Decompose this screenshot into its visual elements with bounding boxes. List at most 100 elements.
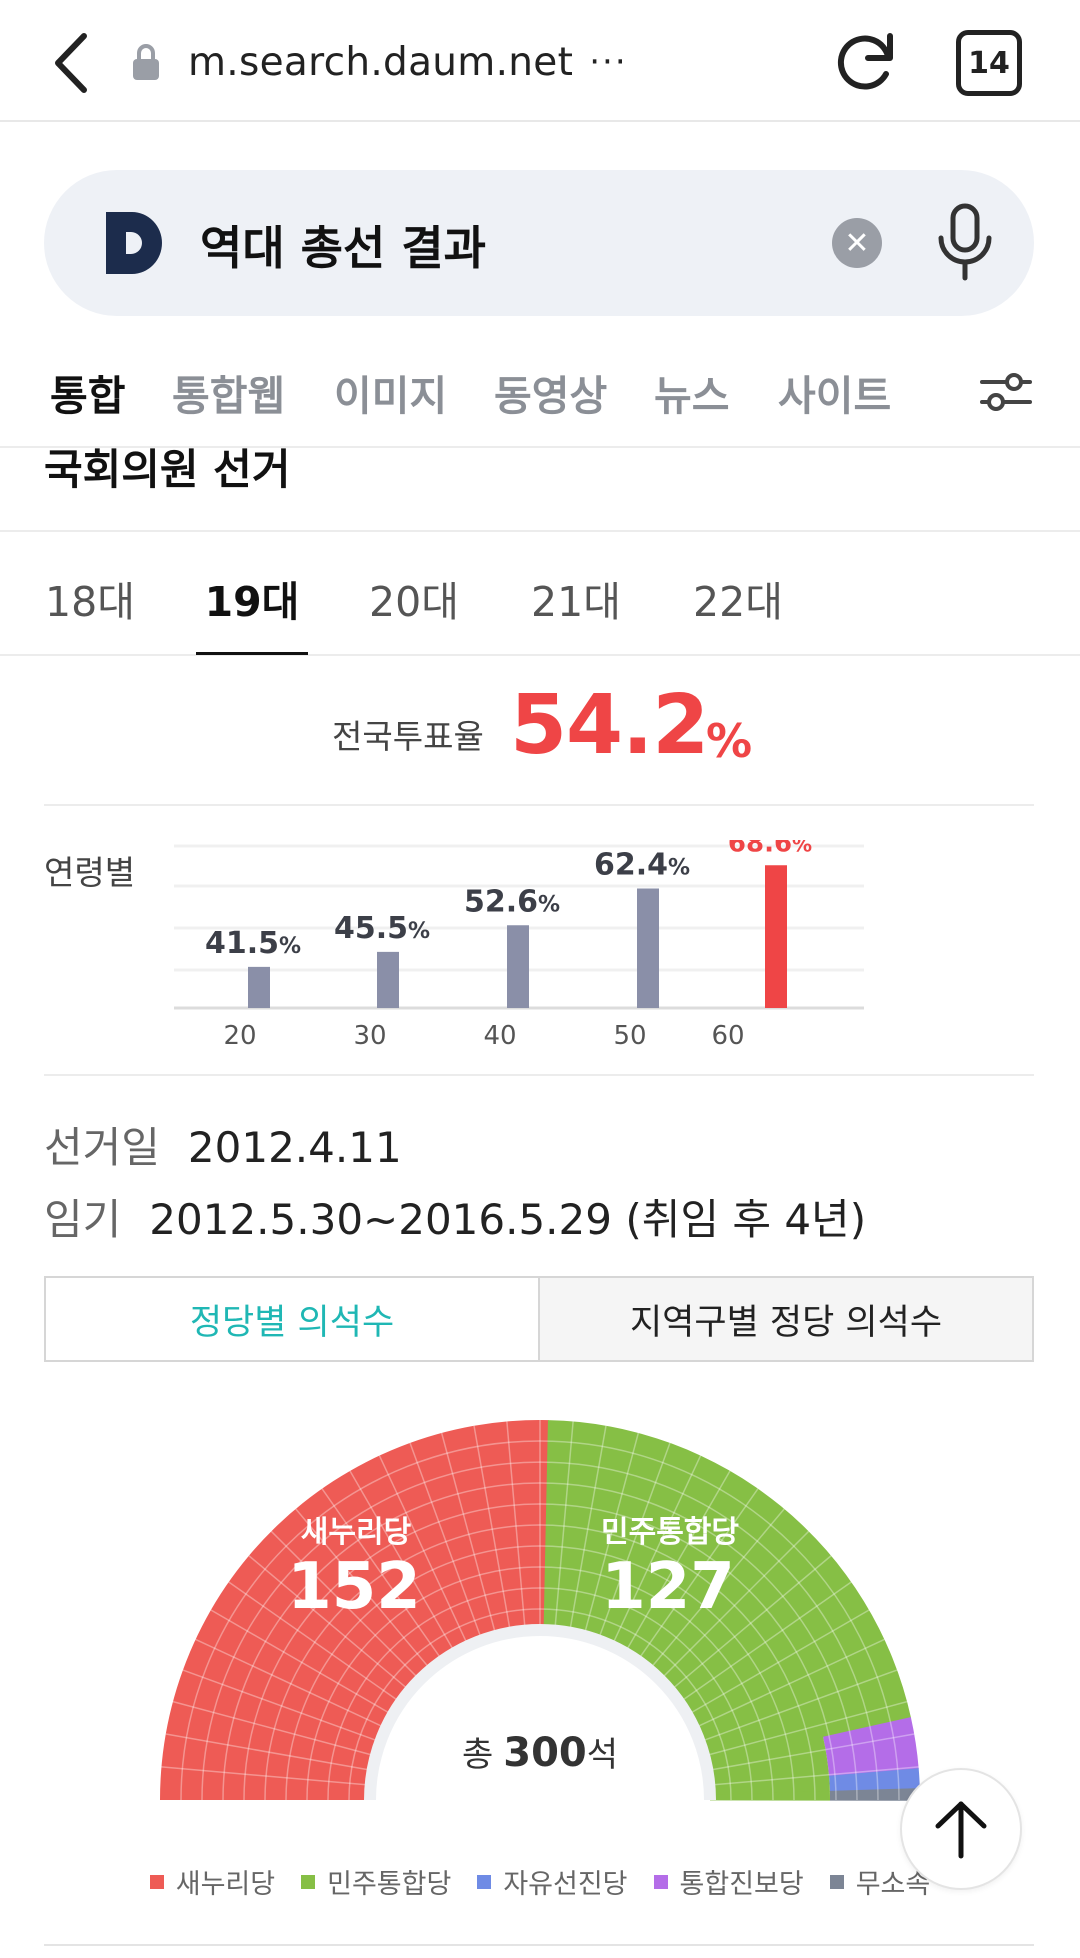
seat-grid-line	[624, 1470, 731, 1654]
election-date-label: 선거일	[44, 1123, 160, 1172]
age-bar-value-label: 68.6%	[728, 840, 812, 858]
divider	[44, 1074, 1034, 1076]
seat-grid-line	[440, 1432, 497, 1636]
legend-item: 무소속	[829, 1862, 930, 1901]
tab-web[interactable]: 통합웹	[172, 372, 286, 420]
tab-election-19[interactable]: 19대	[204, 578, 300, 626]
tab-news[interactable]: 뉴스	[654, 372, 730, 420]
seat-legend: 새누리당 민주통합당 자유선진당 통합진보당 무소속	[0, 1862, 1080, 1901]
age-tick-label: 40	[483, 1021, 516, 1051]
election-tabs: 18대 19대 20대 21대 22대	[0, 534, 1080, 656]
seat-count-democratic: 127	[601, 1550, 735, 1624]
total-seats-suffix: 석	[587, 1735, 618, 1775]
tab-seats-by-region[interactable]: 지역구별 정당 의석수	[538, 1278, 1032, 1360]
daum-logo-icon	[106, 212, 162, 274]
seat-grid-arc	[180, 1440, 900, 1801]
seat-block-4	[828, 1768, 920, 1792]
seat-grid-line	[473, 1425, 512, 1633]
seat-grid-line	[669, 1555, 832, 1692]
legend-label: 민주통합당	[327, 1869, 452, 1900]
seat-grid-arc	[285, 1545, 795, 1801]
seat-grid-arc	[264, 1524, 816, 1801]
legend-swatch	[301, 1874, 316, 1889]
seat-grid-line	[321, 1488, 444, 1662]
seat-grid-arc	[306, 1566, 774, 1801]
seat-grid-line	[195, 1638, 387, 1729]
legend-swatch	[149, 1874, 164, 1889]
lock-icon	[133, 44, 159, 80]
seat-hemicycle-chart: 새누리당 152 민주통합당 127 총 300석	[160, 1420, 920, 1801]
search-filter-button[interactable]	[976, 362, 1036, 422]
legend-item: 통합진보당	[653, 1862, 804, 1901]
seat-grid-line	[182, 1669, 381, 1743]
search-box[interactable]: 역대 총선 결과 ✕	[44, 170, 1034, 316]
age-tick-label: 30	[353, 1021, 386, 1051]
age-bar-60	[765, 865, 787, 1008]
reload-button[interactable]	[830, 26, 902, 98]
age-bar-50	[637, 888, 659, 1008]
seat-grid-line	[704, 1700, 908, 1757]
tab-election-21[interactable]: 21대	[531, 578, 621, 626]
seat-grid-arc	[243, 1503, 837, 1801]
reload-icon	[837, 33, 893, 90]
seat-block-1	[160, 1420, 549, 1800]
legend-label: 새누리당	[175, 1869, 276, 1900]
seat-block-2	[543, 1420, 912, 1764]
voice-search-button[interactable]	[930, 200, 1000, 286]
divider	[44, 804, 1034, 806]
party-label-democratic: 민주통합당	[601, 1515, 739, 1550]
tab-integrated[interactable]: 통합	[50, 372, 126, 420]
seat-grid-line	[583, 1432, 640, 1636]
age-bar-value-label: 52.6%	[464, 884, 560, 919]
legend-swatch	[653, 1874, 668, 1889]
seat-block-5	[829, 1788, 920, 1801]
seat-grid-line	[161, 1766, 371, 1786]
seat-block-fill-3	[705, 1736, 830, 1787]
microphone-icon	[938, 203, 992, 281]
section-title: 국회의원 선거	[44, 448, 291, 494]
arrow-up-icon	[935, 1801, 987, 1859]
scroll-to-top-button[interactable]	[900, 1768, 1022, 1890]
tab-election-20[interactable]: 20대	[369, 578, 459, 626]
seat-grid-line	[611, 1455, 702, 1647]
total-seats: 총 300석	[462, 1730, 618, 1776]
term-row: 임기 2012.5.30~2016.5.29 (취임 후 4년)	[44, 1186, 866, 1247]
tab-images[interactable]: 이미지	[334, 372, 448, 420]
turnout-label: 전국투표율	[332, 717, 484, 756]
seat-view-tabs: 정당별 의석수 지역구별 정당 의석수	[44, 1276, 1034, 1362]
age-bar-40	[507, 925, 529, 1008]
seat-grid-line	[165, 1733, 373, 1772]
close-icon: ✕	[844, 225, 870, 261]
turnout-value: 54.2	[510, 678, 709, 773]
seat-grid-arc	[327, 1587, 753, 1801]
tab-switcher-button[interactable]: 14	[956, 30, 1022, 96]
back-button[interactable]	[44, 28, 104, 98]
age-bar-20	[248, 966, 270, 1008]
seat-grid-line	[709, 1766, 919, 1786]
inner-ring	[364, 1624, 716, 1801]
age-bar-30	[377, 951, 399, 1008]
seat-grid-line	[378, 1455, 469, 1647]
seat-count-saenuri: 152	[287, 1550, 421, 1624]
clear-search-button[interactable]: ✕	[832, 218, 882, 268]
url-text: m.search.daum.net	[188, 39, 574, 85]
url-overflow: ···	[589, 42, 628, 82]
seat-block-3	[823, 1717, 919, 1777]
seat-grid-arc	[222, 1482, 858, 1801]
tab-videos[interactable]: 동영상	[494, 372, 608, 420]
total-seats-prefix: 총	[462, 1735, 493, 1775]
tab-sites[interactable]: 사이트	[778, 372, 892, 420]
tab-election-22[interactable]: 22대	[693, 578, 783, 626]
search-input[interactable]: 역대 총선 결과	[200, 221, 486, 275]
tab-seats-by-party[interactable]: 정당별 의석수	[46, 1278, 538, 1360]
age-tick-label: 50	[613, 1021, 646, 1051]
address-bar[interactable]: m.search.daum.net ···	[130, 30, 628, 94]
term-value: 2012.5.30~2016.5.29 (취임 후 4년)	[149, 1195, 867, 1244]
seat-block-fill-4	[709, 1775, 830, 1795]
seat-grid-line	[172, 1700, 376, 1757]
seat-grid-line	[648, 1508, 785, 1671]
tab-election-18[interactable]: 18대	[45, 578, 135, 626]
browser-toolbar: m.search.daum.net ··· 14	[0, 0, 1080, 122]
legend-swatch	[477, 1874, 492, 1889]
party-label-saenuri: 새누리당	[301, 1515, 412, 1550]
